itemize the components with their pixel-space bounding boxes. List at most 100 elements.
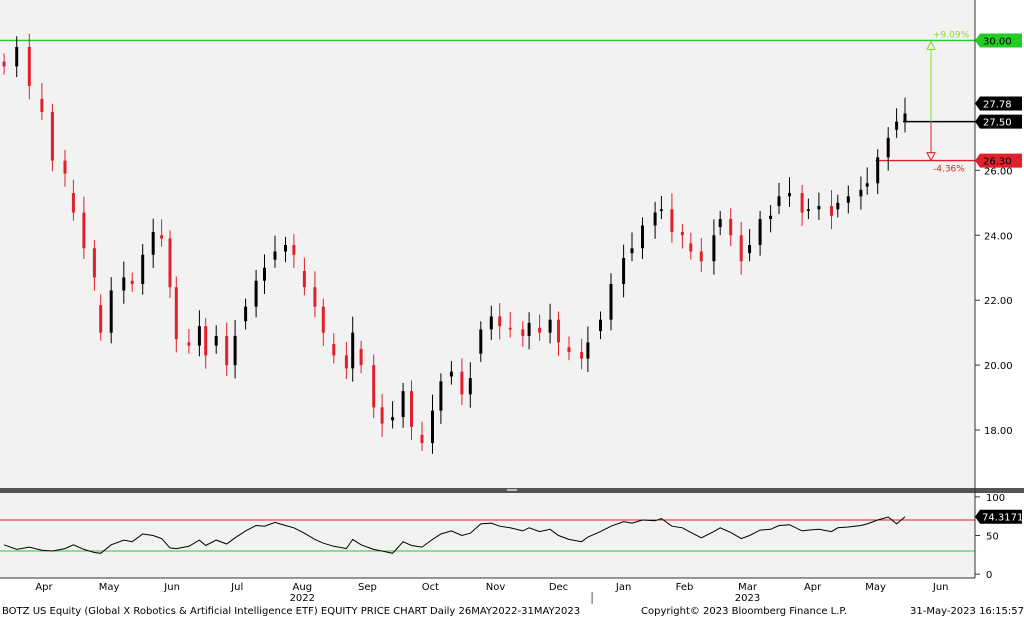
candle-body xyxy=(817,206,821,210)
x-month-label: Jun xyxy=(163,582,180,593)
copyright-text: Copyright© 2023 Bloomberg Finance L.P. xyxy=(641,606,848,617)
candle-body xyxy=(538,327,542,333)
candle-body xyxy=(197,326,201,346)
candle-body xyxy=(508,327,512,330)
candle-body xyxy=(653,212,657,226)
candle-body xyxy=(273,251,277,260)
candle-body xyxy=(777,196,781,207)
candle-body xyxy=(748,245,752,254)
x-month-label: Apr xyxy=(35,582,53,593)
candle-body xyxy=(141,254,145,284)
price-y-tick-label: 20.00 xyxy=(984,361,1013,372)
candle-body xyxy=(468,378,472,395)
candle-body xyxy=(800,193,804,213)
price-y-tick-label: 24.00 xyxy=(984,231,1013,242)
candle-body xyxy=(254,280,258,307)
rsi-y-tick-label: 50 xyxy=(986,532,999,543)
x-month-label: May xyxy=(99,582,120,593)
level-tag-26-30: 26.30 xyxy=(983,157,1012,168)
price-y-tick-label: 26.00 xyxy=(984,166,1013,177)
candle-body xyxy=(699,251,703,262)
candle-body xyxy=(830,206,833,216)
level-tag-30-00-bg xyxy=(975,33,1022,48)
rsi-y-tick-label: 100 xyxy=(986,493,1005,504)
candle-body xyxy=(729,219,733,236)
candle-body xyxy=(479,329,483,354)
candle-body xyxy=(82,212,86,249)
x-year-label: 2022 xyxy=(290,593,315,604)
x-month-label: Aug xyxy=(293,582,313,593)
rsi-last-tag-bg xyxy=(975,509,1022,524)
candle-body xyxy=(151,232,155,255)
candle-body xyxy=(244,306,248,322)
candle-body xyxy=(806,209,810,211)
x-month-label: Dec xyxy=(549,582,568,593)
candle-body xyxy=(609,283,613,320)
candle-body xyxy=(712,235,716,262)
candle-body xyxy=(160,235,164,239)
x-month-label: Mar xyxy=(738,582,758,593)
candle-body xyxy=(630,248,634,254)
candle-body xyxy=(391,417,395,421)
level-tag-26-30-bg xyxy=(975,153,1022,168)
candle-body xyxy=(410,391,413,427)
timestamp: 31-May-2023 16:15:57 xyxy=(910,606,1024,617)
x-month-label: Nov xyxy=(486,582,506,593)
candle-body xyxy=(498,316,502,327)
last-price-tag-bg xyxy=(975,96,1022,111)
candle-body xyxy=(718,219,722,228)
candle-body xyxy=(2,61,6,67)
candle-body xyxy=(313,287,317,307)
price-y-tick-label: 22.00 xyxy=(984,296,1013,307)
candle-body xyxy=(836,202,840,210)
candle-body xyxy=(372,365,376,408)
candle-body xyxy=(788,193,791,197)
candle-body xyxy=(689,243,693,252)
candle-body xyxy=(122,277,126,291)
candle-body xyxy=(359,348,363,366)
x-year-label: 2023 xyxy=(735,593,760,604)
candle-body xyxy=(460,371,464,395)
candle-body xyxy=(449,371,453,377)
candle-body xyxy=(886,137,890,158)
candle-body xyxy=(292,245,296,255)
upside-arrow-head xyxy=(926,40,936,50)
candle-body xyxy=(321,306,325,333)
candle-body xyxy=(758,219,762,245)
candle-body xyxy=(302,270,306,288)
downside-label: -4.36% xyxy=(933,165,965,175)
candle-body xyxy=(50,111,54,161)
candle-body xyxy=(92,248,96,278)
candle-body xyxy=(622,257,626,284)
candle-body xyxy=(99,305,103,333)
candle-body xyxy=(567,347,571,353)
candle-body xyxy=(168,238,172,288)
level-tag-27-50-bg xyxy=(975,114,1022,129)
rsi-line xyxy=(3,516,906,554)
candle-body xyxy=(739,235,743,262)
x-month-label: Jan xyxy=(615,582,631,593)
x-month-label: Jun xyxy=(932,582,949,593)
price-y-tick-label: 18.00 xyxy=(984,426,1013,437)
level-tag-30-00: 30.00 xyxy=(983,36,1012,47)
candle-body xyxy=(263,267,266,281)
candle-body xyxy=(233,335,237,366)
candle-body xyxy=(659,209,663,211)
candle-body xyxy=(204,326,208,356)
chart-description: BOTZ US Equity (Global X Robotics & Arti… xyxy=(2,606,581,617)
chart-footer: BOTZ US Equity (Global X Robotics & Arti… xyxy=(0,604,1024,620)
candle-body xyxy=(27,46,31,86)
candle-body xyxy=(15,46,19,67)
candle-body xyxy=(521,329,525,336)
candle-body xyxy=(420,434,424,444)
candle-body xyxy=(187,342,191,346)
candle-body xyxy=(876,157,880,184)
candle-body xyxy=(431,410,434,444)
rsi-panel-background xyxy=(0,493,975,578)
candle-body xyxy=(557,319,560,343)
candle-body xyxy=(130,280,134,284)
candle-body xyxy=(63,160,67,174)
candle-body xyxy=(332,344,336,356)
candle-body xyxy=(548,319,552,333)
